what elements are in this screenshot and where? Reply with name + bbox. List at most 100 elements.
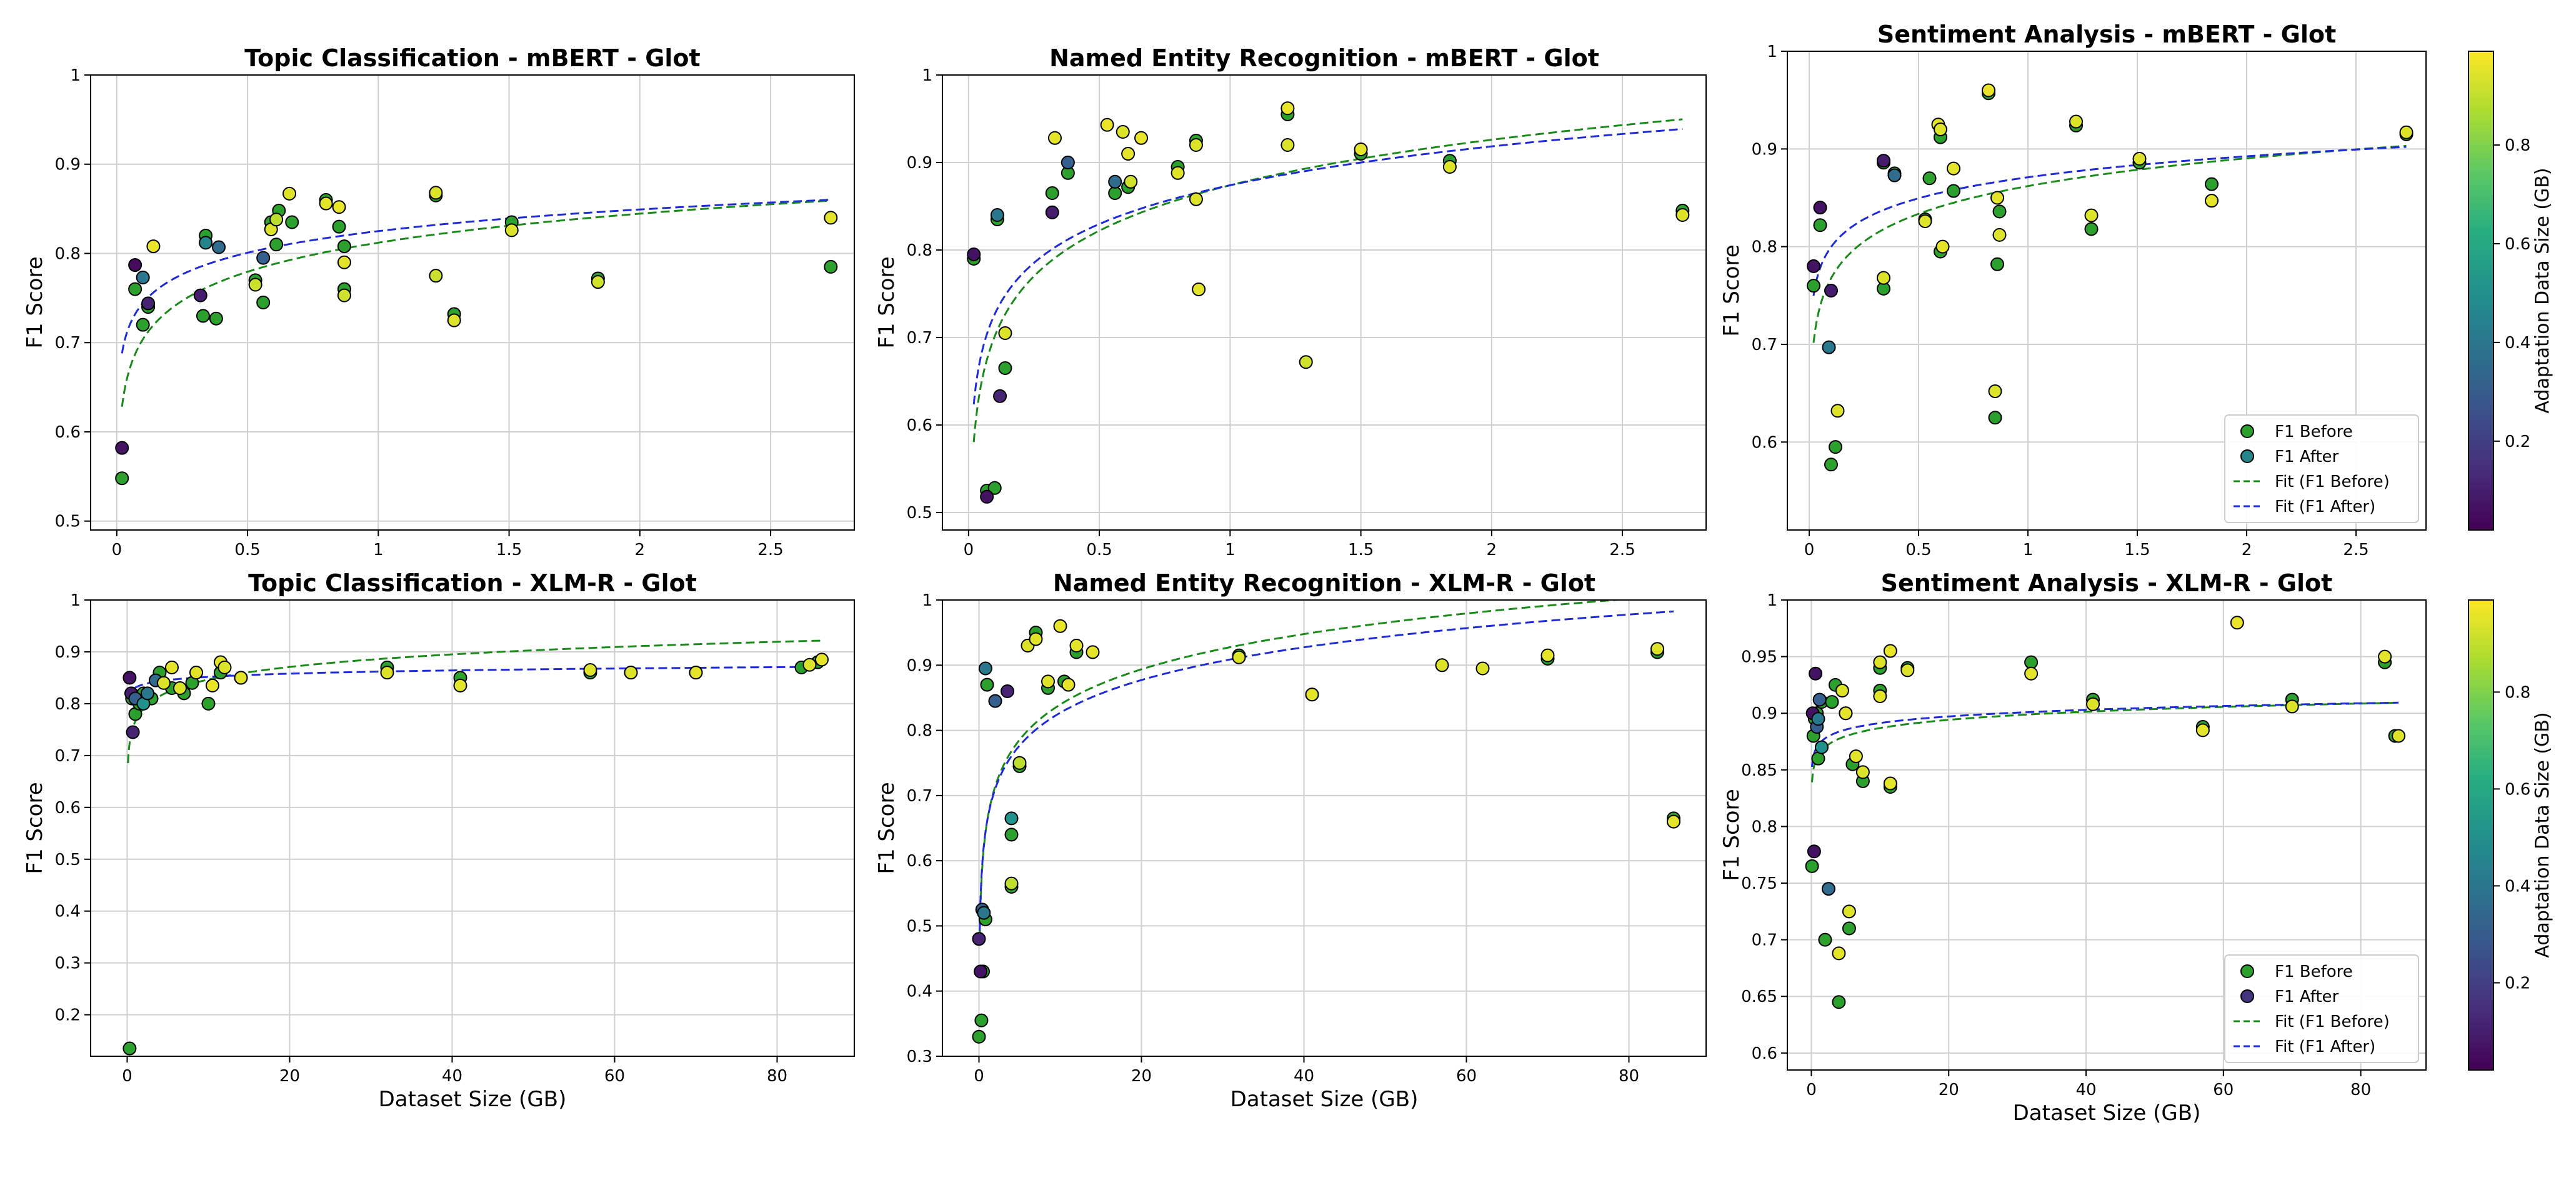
- legend-label: Fit (F1 Before): [2275, 472, 2390, 491]
- colorbar-tick-label: 0.6: [2505, 235, 2530, 254]
- point-f1-after: [980, 489, 994, 504]
- point-f1-after: [1354, 142, 1368, 156]
- x-tick-label: 0.5: [234, 541, 260, 559]
- point-f1-after: [974, 964, 988, 979]
- point-f1-before: [2024, 655, 2039, 669]
- point-f1-after: [1232, 650, 1246, 664]
- chart-title: Named Entity Recognition - XLM-R - Glot: [1053, 569, 1595, 597]
- y-tick-label: 1: [70, 66, 81, 85]
- x-axis-label: Dataset Size (GB): [379, 1087, 567, 1112]
- y-tick-label: 0.65: [1741, 988, 1777, 1006]
- point-f1-after: [189, 666, 203, 680]
- point-f1-before: [337, 239, 351, 254]
- point-f1-before: [998, 361, 1012, 375]
- point-f1-before: [128, 282, 142, 296]
- y-tick-label: 0.2: [55, 1006, 81, 1025]
- colorbar-tick-label: 0.4: [2505, 877, 2530, 896]
- point-f1-after: [1086, 645, 1100, 659]
- point-f1-after: [1281, 101, 1295, 116]
- point-f1-before: [269, 238, 284, 252]
- point-f1-after: [2378, 649, 2392, 664]
- legend-label: F1 Before: [2275, 422, 2353, 441]
- colorbar-gradient: [2468, 51, 2494, 531]
- point-f1-after: [1029, 632, 1043, 646]
- point-f1-after: [972, 932, 986, 946]
- point-f1-after: [248, 278, 262, 292]
- y-axis-label: F1 Score: [22, 782, 47, 874]
- point-f1-after: [1053, 619, 1067, 633]
- chart-panel-6: 0 20 40 60 80 0.6 0.65 0.7 0.75 0.8 0.85 0.9 0.95 1 Se…: [1719, 569, 2427, 1126]
- point-f1-after: [1813, 201, 1827, 215]
- legend-label: Fit (F1 After): [2275, 498, 2375, 516]
- x-tick-label: 40: [442, 1067, 462, 1086]
- point-f1-after: [1849, 749, 1863, 764]
- point-f1-after: [1822, 340, 1836, 354]
- point-f1-before: [1824, 458, 1838, 472]
- fit-curves: [979, 600, 1674, 939]
- point-f1-after: [146, 239, 161, 254]
- y-tick-label: 0.9: [55, 643, 81, 662]
- colorbar-tick-label: 0.2: [2505, 432, 2530, 451]
- point-f1-after: [269, 212, 284, 227]
- chart-title: Sentiment Analysis - XLM-R - Glot: [1881, 569, 2333, 597]
- x-tick-label: 2.5: [757, 541, 783, 559]
- point-f1-after: [1442, 160, 1457, 174]
- axes: 0 20 40 60 80 0.6 0.65 0.7 0.75 0.8 0.85 0.9 0.95 1: [1741, 591, 2371, 1099]
- point-f1-before: [122, 1041, 137, 1056]
- point-f1-before: [1004, 828, 1019, 842]
- point-f1-before: [2205, 177, 2219, 191]
- point-f1-after: [1811, 712, 1825, 726]
- point-f1-after: [126, 725, 140, 739]
- point-f1-after: [624, 666, 638, 680]
- point-f1-after: [1883, 776, 1897, 791]
- point-f1-before: [972, 1029, 986, 1044]
- point-f1-after: [1935, 239, 1950, 254]
- point-f1-after: [1667, 814, 1680, 829]
- legend: F1 Before F1 After Fit (F1 Before) Fit (F1 …: [2224, 414, 2419, 523]
- point-f1-before: [201, 696, 216, 711]
- point-f1-before: [1829, 440, 1842, 454]
- point-f1-after: [319, 196, 333, 211]
- axes: 0 20 40 60 80 0.2 0.3 0.4 0.5 0.6 0.7 0.8 0.9 1: [55, 591, 787, 1086]
- x-tick-label: 1: [373, 541, 384, 559]
- legend-label: F1 After: [2275, 988, 2339, 1006]
- y-tick-label: 0.9: [907, 656, 932, 675]
- point-f1-after: [234, 671, 248, 685]
- point-f1-after: [1809, 666, 1823, 681]
- point-f1-after: [2069, 114, 2083, 129]
- point-f1-before: [824, 259, 838, 274]
- y-tick-label: 0.6: [1752, 433, 1777, 452]
- point-f1-after: [967, 248, 981, 261]
- point-f1-after: [1887, 168, 1902, 182]
- point-f1-after: [1281, 138, 1295, 152]
- colorbar-label: Adaptation Data Size (GB): [2532, 168, 2554, 413]
- legend-marker-after: [2240, 989, 2254, 1003]
- y-tick-label: 0.8: [1752, 818, 1777, 836]
- plot-frame: [1787, 51, 2427, 531]
- x-tick-label: 1: [1225, 541, 1236, 559]
- y-axis-label: F1 Score: [22, 256, 47, 348]
- fit-after-curve: [1811, 701, 2399, 767]
- point-f1-after: [337, 288, 351, 302]
- point-f1-after: [141, 686, 154, 701]
- point-f1-after: [1832, 946, 1846, 961]
- point-f1-after: [2024, 666, 2039, 681]
- point-f1-after: [141, 296, 156, 311]
- point-f1-after: [802, 658, 817, 672]
- point-f1-after: [1108, 174, 1122, 189]
- y-tick-label: 0.4: [55, 902, 81, 921]
- x-tick-label: 0: [964, 541, 974, 559]
- point-f1-after: [998, 326, 1012, 340]
- point-f1-before: [980, 678, 994, 692]
- y-tick-label: 0.7: [1752, 931, 1777, 950]
- point-f1-after: [1873, 655, 1887, 669]
- y-tick-label: 0.6: [1752, 1044, 1777, 1063]
- chart-panel-2: 0 0.5 1 1.5 2 2.5 0.5 0.6 0.7 0.8 0.9 1 Named Entity…: [874, 44, 1707, 559]
- y-tick-label: 0.5: [55, 512, 81, 531]
- y-tick-label: 1: [1767, 42, 1777, 61]
- y-tick-label: 0.4: [907, 982, 932, 1001]
- point-f1-after: [136, 271, 150, 285]
- plot-frame: [90, 599, 855, 1057]
